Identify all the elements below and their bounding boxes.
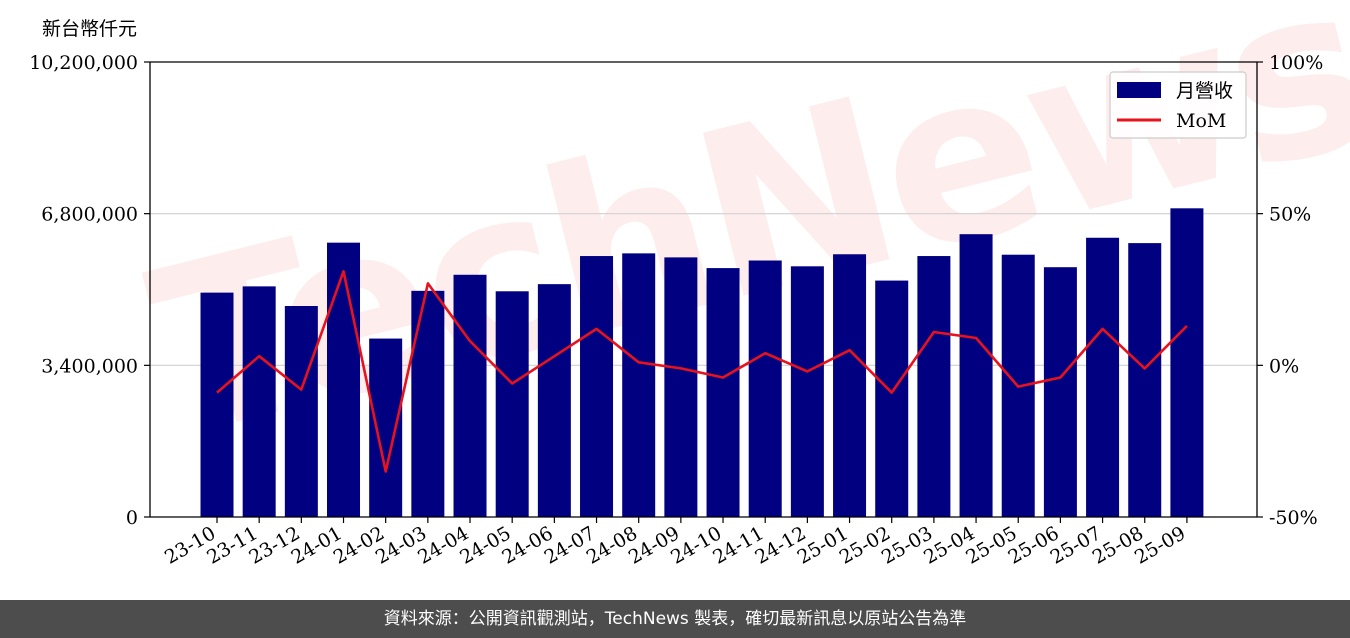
y-tick-label: 6,800,000 [41,204,138,226]
legend-swatch-revenue [1117,82,1161,98]
revenue-bar [284,306,318,517]
y2-tick-label: 50% [1269,204,1311,226]
revenue-bar [453,274,487,517]
source-footer: 資料來源：公開資訊觀測站，TechNews 製表，確切最新訊息以原站公告為準 [0,600,1350,638]
y-tick-label: 10,200,000 [29,52,138,74]
revenue-bar [1086,237,1120,518]
revenue-bar [875,280,909,517]
revenue-bar [242,286,276,517]
revenue-bar [537,284,571,517]
revenue-bar [411,290,445,517]
revenue-bar [959,234,993,517]
revenue-bar [790,266,824,517]
legend-label-mom: MoM [1176,110,1226,132]
revenue-bar [369,338,403,517]
revenue-chart: 0 3,400,000 6,800,000 10,200,000 -50% 0% 50% 10… [29,52,1323,569]
y2-tick-label: 0% [1269,355,1299,377]
revenue-bar [664,257,698,517]
revenue-bar [833,254,867,517]
revenue-bar [200,292,234,517]
revenue-bar [1128,243,1162,517]
y-tick-label: 0 [126,507,138,529]
revenue-bar [706,268,740,517]
revenue-bar [327,242,361,518]
mom-line [216,269,1188,473]
y-tick-label: 3,400,000 [41,355,138,377]
revenue-bar [917,256,951,517]
revenue-bar [1043,267,1077,517]
revenue-bar [580,256,614,517]
y2-tick-label: -50% [1269,507,1318,529]
y2-tick-label: 100% [1269,52,1323,74]
revenue-bar [748,260,782,517]
legend-label-revenue: 月營收 [1176,80,1233,102]
y-axis-unit-label: 新台幣仟元 [42,18,138,40]
revenue-bar [622,253,656,517]
revenue-bar [495,291,529,517]
revenue-bar [1170,208,1204,517]
